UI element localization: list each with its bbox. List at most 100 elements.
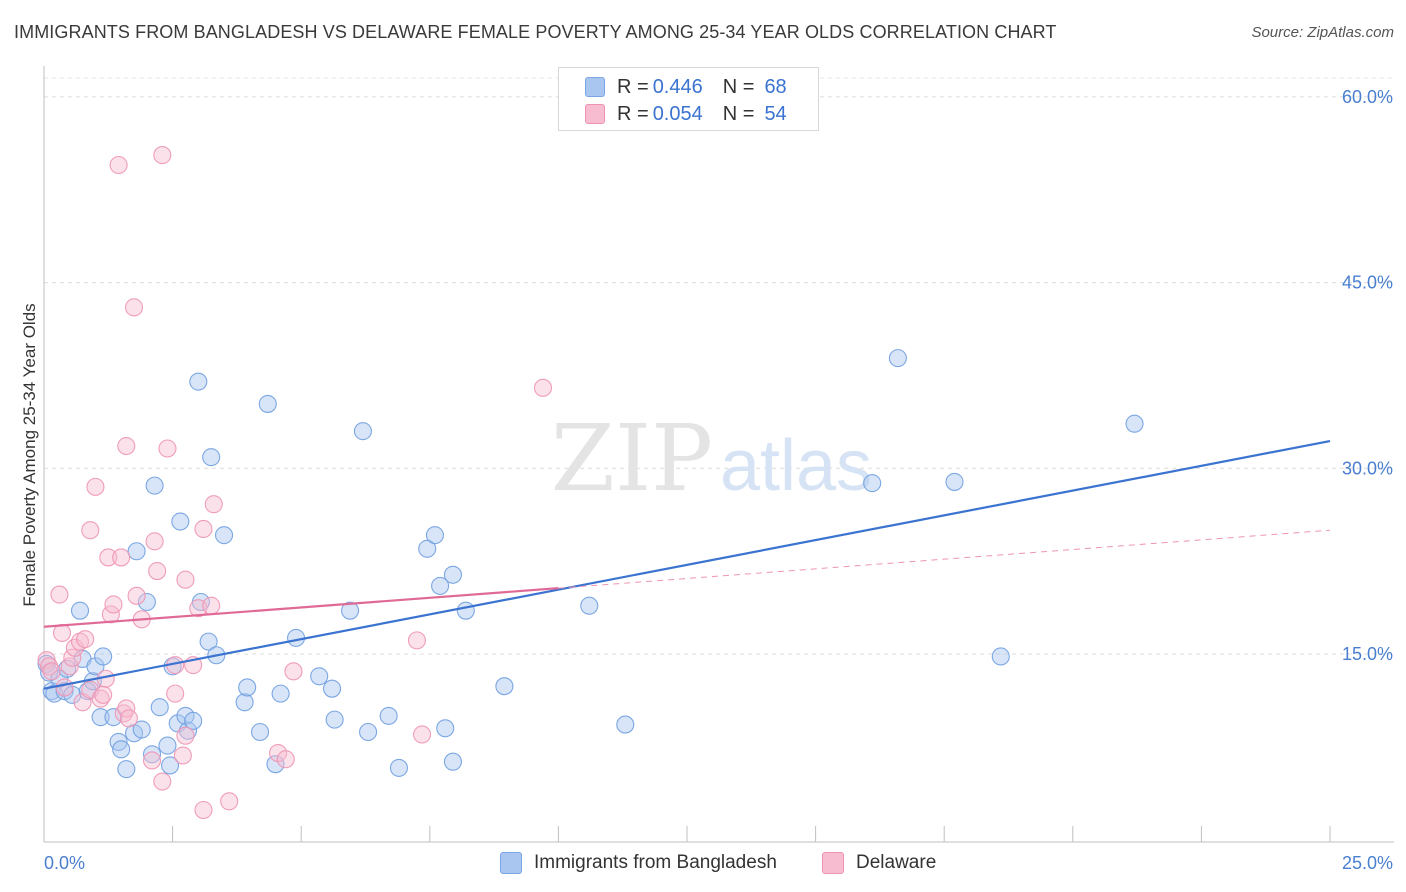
data-point-bangladesh bbox=[266, 755, 285, 774]
data-point-delaware bbox=[148, 562, 167, 581]
data-point-delaware bbox=[176, 570, 195, 589]
data-point-bangladesh bbox=[199, 632, 218, 651]
data-point-bangladesh bbox=[863, 474, 882, 493]
data-point-delaware bbox=[166, 684, 185, 703]
trend-lines bbox=[43, 439, 1331, 690]
data-point-delaware bbox=[407, 631, 426, 650]
data-point-delaware bbox=[204, 495, 223, 514]
y-tick-label: 15.0% bbox=[1342, 644, 1393, 664]
data-point-bangladesh bbox=[250, 722, 270, 742]
chart-title: IMMIGRANTS FROM BANGLADESH VS DELAWARE F… bbox=[14, 22, 1057, 42]
data-point-delaware bbox=[194, 519, 213, 539]
legend-r-value: 0.446 bbox=[652, 75, 703, 98]
data-point-delaware bbox=[158, 439, 177, 458]
legend-row-delaware: R = 0.054 N = 54 bbox=[585, 102, 787, 126]
data-point-delaware bbox=[127, 586, 146, 605]
data-point-delaware bbox=[153, 146, 172, 165]
data-point-delaware bbox=[124, 298, 144, 317]
data-point-bangladesh bbox=[1125, 414, 1144, 433]
data-point-bangladesh bbox=[431, 576, 450, 595]
data-point-delaware bbox=[76, 630, 95, 649]
data-point-delaware bbox=[413, 725, 432, 744]
data-point-bangladesh bbox=[70, 601, 90, 620]
data-point-bangladesh bbox=[171, 512, 190, 531]
bottom-legend-swatch-bangladesh bbox=[500, 852, 522, 874]
data-point-bangladesh bbox=[436, 719, 455, 738]
data-point-bangladesh bbox=[86, 657, 105, 676]
y-tick-label: 30.0% bbox=[1342, 458, 1393, 478]
data-point-bangladesh bbox=[443, 752, 462, 771]
data-point-delaware bbox=[173, 746, 192, 765]
data-point-bangladesh bbox=[178, 721, 198, 740]
data-point-bangladesh bbox=[991, 647, 1010, 666]
data-point-delaware bbox=[109, 155, 128, 175]
legend-r-label: R = bbox=[617, 75, 649, 98]
data-point-bangladesh bbox=[353, 422, 372, 441]
data-point-bangladesh bbox=[359, 722, 378, 742]
data-point-bangladesh bbox=[104, 708, 123, 727]
legend-n-value: 68 bbox=[764, 75, 787, 98]
bottom-legend-delaware: Delaware bbox=[822, 852, 936, 874]
data-point-bangladesh bbox=[888, 349, 907, 368]
data-point-delaware bbox=[533, 378, 553, 397]
data-point-delaware bbox=[153, 772, 172, 791]
legend-swatch-delaware bbox=[585, 104, 605, 124]
data-point-delaware bbox=[99, 548, 118, 567]
data-point-bangladesh bbox=[202, 448, 221, 467]
data-point-bangladesh bbox=[443, 565, 462, 584]
data-point-delaware bbox=[52, 623, 72, 643]
trend-line-delaware bbox=[43, 587, 559, 628]
legend-r-value: 0.054 bbox=[652, 102, 703, 125]
data-point-delaware bbox=[119, 709, 138, 728]
legend-r-label: R = bbox=[617, 102, 649, 125]
data-point-delaware bbox=[220, 792, 239, 811]
tick-labels: 15.0% 30.0% 45.0% 60.0% 0.0% 25.0% bbox=[44, 87, 1393, 873]
data-point-delaware bbox=[202, 596, 221, 615]
data-point-bangladesh bbox=[112, 740, 131, 759]
watermark: ZIP atlas bbox=[551, 405, 872, 512]
data-point-delaware bbox=[86, 477, 105, 496]
data-point-bangladesh bbox=[389, 758, 408, 777]
data-point-delaware bbox=[42, 662, 61, 681]
data-point-bangladesh bbox=[214, 526, 234, 545]
data-point-bangladesh bbox=[132, 720, 151, 739]
data-point-bangladesh bbox=[158, 736, 177, 755]
data-point-bangladesh bbox=[238, 678, 257, 697]
source-credit: Source: ZipAtlas.com bbox=[1251, 24, 1394, 41]
data-point-bangladesh bbox=[91, 708, 110, 727]
x-tick-label: 0.0% bbox=[44, 853, 85, 873]
data-point-bangladesh bbox=[616, 715, 635, 734]
data-point-bangladesh bbox=[160, 756, 180, 775]
axes bbox=[43, 66, 1394, 843]
data-point-delaware bbox=[142, 751, 162, 770]
legend-n-label: N = bbox=[722, 102, 755, 125]
legend-swatch-bangladesh bbox=[585, 77, 605, 97]
data-point-bangladesh bbox=[184, 711, 203, 730]
data-point-bangladesh bbox=[117, 760, 136, 779]
data-point-delaware bbox=[194, 800, 213, 820]
data-point-bangladesh bbox=[137, 592, 156, 612]
bottom-legend-swatch-delaware bbox=[822, 852, 844, 874]
data-point-bangladesh bbox=[142, 745, 162, 764]
data-point-delaware bbox=[81, 521, 100, 540]
data-point-bangladesh bbox=[379, 706, 398, 725]
y-tick-label: 60.0% bbox=[1342, 87, 1393, 107]
data-point-bangladesh bbox=[418, 539, 437, 558]
legend-row-bangladesh: R = 0.446 N = 68 bbox=[585, 75, 787, 99]
trend-line-bangladesh bbox=[43, 439, 1331, 690]
bottom-legend-label-bangladesh: Immigrants from Bangladesh bbox=[534, 852, 777, 873]
legend-n-value: 54 bbox=[764, 102, 787, 125]
data-point-delaware bbox=[70, 632, 90, 651]
data-point-delaware bbox=[276, 750, 295, 769]
x-tick-label: 25.0% bbox=[1342, 853, 1393, 873]
data-point-bangladesh bbox=[58, 659, 77, 678]
data-point-bangladesh bbox=[456, 601, 475, 620]
gridlines bbox=[44, 77, 1394, 655]
data-point-delaware bbox=[145, 532, 164, 551]
data-point-bangladesh bbox=[325, 710, 344, 729]
legend-n-label: N = bbox=[722, 75, 755, 98]
series-delaware-points bbox=[37, 146, 553, 820]
data-point-delaware bbox=[112, 548, 131, 567]
data-point-delaware bbox=[40, 657, 59, 676]
